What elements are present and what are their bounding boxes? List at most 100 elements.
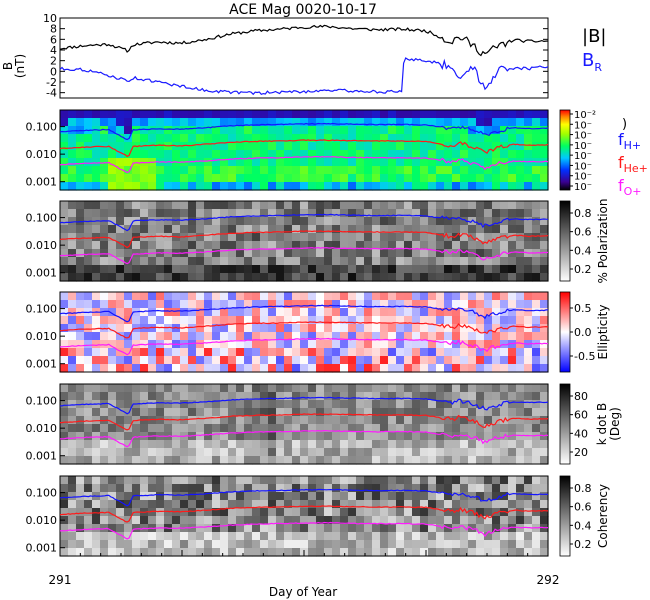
heatmap-cell	[100, 332, 109, 341]
heatmap-cell	[388, 384, 397, 393]
heatmap-cell	[396, 134, 405, 143]
heatmap-cell	[348, 249, 357, 258]
heatmap-cell	[132, 348, 141, 357]
polarization-heatmap-cells	[60, 201, 549, 282]
heatmap-cell	[188, 217, 197, 226]
heatmap-cell	[468, 448, 477, 457]
heatmap-cell	[188, 416, 197, 425]
heatmap-cell	[444, 126, 453, 135]
heatmap-cell	[476, 432, 485, 441]
heatmap-cell	[292, 332, 301, 341]
heatmap-cell	[492, 540, 501, 549]
heatmap-cell	[348, 492, 357, 501]
heatmap-cell	[492, 316, 501, 325]
heatmap-cell	[124, 348, 133, 357]
heatmap-cell	[124, 249, 133, 258]
heatmap-cell	[436, 416, 445, 425]
colorbar-tick-label: 10⁻	[574, 161, 592, 172]
heatmap-cell	[108, 332, 117, 341]
heatmap-cell	[84, 225, 93, 234]
heatmap-cell	[540, 540, 549, 549]
heatmap-cell	[204, 492, 213, 501]
x-axis: 291 292 Day of Year	[49, 573, 560, 599]
heatmap-cell	[140, 500, 149, 509]
heatmap-cell	[188, 257, 197, 266]
heatmap-cell	[132, 273, 141, 282]
heatmap-cell	[492, 233, 501, 242]
heatmap-cell	[276, 548, 285, 557]
heatmap-cell	[364, 217, 373, 226]
heatmap-cell	[156, 400, 165, 409]
colorbar-tick-label: 10⁻	[574, 131, 592, 142]
heatmap-cell	[540, 456, 549, 465]
heatmap-cell	[324, 182, 333, 191]
heatmap-cell	[324, 225, 333, 234]
heatmap-cell	[196, 416, 205, 425]
heatmap-cell	[300, 448, 309, 457]
heatmap-cell	[204, 356, 213, 365]
heatmap-cell	[204, 158, 213, 167]
heatmap-cell	[220, 110, 229, 119]
heatmap-cell	[244, 182, 253, 191]
heatmap-cell	[396, 316, 405, 325]
heatmap-cell	[476, 118, 485, 127]
heatmap-cell	[164, 225, 173, 234]
heatmap-cell	[116, 532, 125, 541]
heatmap-cell	[452, 233, 461, 242]
heatmap-cell	[140, 476, 149, 485]
heatmap-cell	[172, 500, 181, 509]
heatmap-cell	[76, 241, 85, 250]
heatmap-cell	[300, 134, 309, 143]
heatmap-cell	[524, 356, 533, 365]
heatmap-cell	[148, 384, 157, 393]
heatmap-cell	[68, 524, 77, 533]
heatmap-cell	[108, 484, 117, 493]
heatmap-cell	[92, 201, 101, 210]
heatmap-cell	[308, 225, 317, 234]
heatmap-cell	[428, 348, 437, 357]
heatmap-cell	[260, 440, 269, 449]
heatmap-cell	[172, 484, 181, 493]
heatmap-cell	[196, 400, 205, 409]
heatmap-cell	[228, 308, 237, 317]
heatmap-cell	[108, 126, 117, 135]
heatmap-cell	[508, 241, 517, 250]
heatmap-cell	[172, 440, 181, 449]
heatmap-cell	[476, 500, 485, 509]
heatmap-cell	[268, 316, 277, 325]
heatmap-cell	[452, 400, 461, 409]
heatmap-cell	[132, 476, 141, 485]
heatmap-cell	[60, 416, 69, 425]
heatmap-cell	[188, 540, 197, 549]
heatmap-cell	[356, 508, 365, 517]
heatmap-cell	[124, 416, 133, 425]
heatmap-cell	[100, 225, 109, 234]
heatmap-cell	[108, 392, 117, 401]
heatmap-cell	[84, 150, 93, 159]
heatmap-cell	[196, 424, 205, 433]
heatmap-cell	[324, 110, 333, 119]
heatmap-cell	[412, 201, 421, 210]
heatmap-cell	[156, 384, 165, 393]
heatmap-cell	[212, 540, 221, 549]
heatmap-cell	[60, 217, 69, 226]
heatmap-cell	[132, 182, 141, 191]
heatmap-cell	[388, 217, 397, 226]
heatmap-cell	[228, 448, 237, 457]
heatmap-cell	[132, 516, 141, 525]
heatmap-cell	[428, 476, 437, 485]
heatmap-cell	[244, 532, 253, 541]
heatmap-cell	[172, 364, 181, 373]
heatmap-cell	[316, 364, 325, 373]
heatmap-cell	[388, 448, 397, 457]
heatmap-cell	[140, 201, 149, 210]
heatmap-cell	[372, 158, 381, 167]
heatmap-cell	[516, 150, 525, 159]
heatmap-cell	[156, 265, 165, 274]
colorbar-tick-label: 0.8	[574, 207, 592, 220]
y-tick-label: 0.010	[26, 239, 58, 252]
heatmap-cell	[196, 166, 205, 175]
heatmap-cell	[212, 126, 221, 135]
heatmap-cell	[300, 225, 309, 234]
